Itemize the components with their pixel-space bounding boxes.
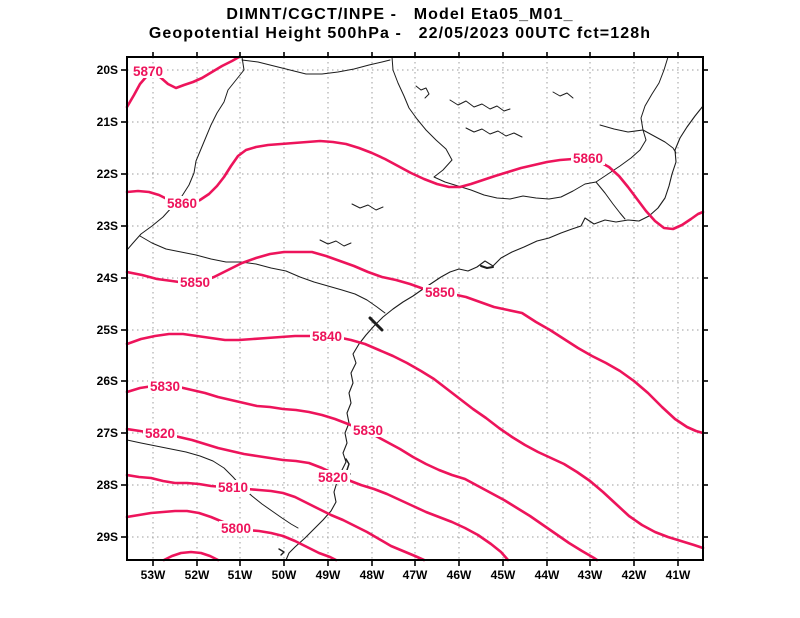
- contour-label-5870: 5870: [133, 64, 163, 79]
- contour-label-5850: 5850: [425, 285, 455, 300]
- contour-label-5800: 5800: [221, 521, 251, 536]
- lake-small-top: [415, 85, 430, 99]
- y-axis-label: 28S: [97, 478, 118, 492]
- lake-mg-east: [552, 91, 574, 99]
- coastline: [285, 105, 704, 561]
- x-axis-label: 48W: [360, 568, 385, 582]
- rio-grande-border: [241, 59, 391, 75]
- y-axis-label: 22S: [97, 167, 118, 181]
- title-line-2: Geopotential Height 500hPa - 22/05/2023 …: [148, 25, 652, 42]
- y-axis-label: 29S: [97, 530, 118, 544]
- contour-label-bg-5850: [178, 275, 212, 289]
- lake-sp-2: [319, 239, 352, 247]
- contour-label-bg-5820: [316, 470, 350, 484]
- laguna-blob: [278, 548, 285, 556]
- mg-sp-rj-border: [391, 56, 647, 200]
- contour-label-5830: 5830: [150, 379, 180, 394]
- x-axis-label: 53W: [141, 568, 166, 582]
- contour-label-5810: 5810: [218, 480, 248, 495]
- contour-label-bg-5800: [219, 521, 253, 535]
- x-axis-label: 42W: [622, 568, 647, 582]
- y-axis-label: 20S: [97, 63, 118, 77]
- y-axis-label: 27S: [97, 426, 118, 440]
- contour-label-5850: 5850: [180, 275, 210, 290]
- contour-label-bg-5850: [423, 285, 457, 299]
- contour-line-5820: [125, 427, 510, 562]
- y-axis-label: 23S: [97, 219, 118, 233]
- contour-label-5860: 5860: [167, 196, 197, 211]
- contour-label-5830: 5830: [353, 423, 383, 438]
- x-axis-label: 43W: [578, 568, 603, 582]
- x-axis-label: 45W: [491, 568, 516, 582]
- contour-label-bg-5870: [131, 64, 165, 78]
- y-axis-label: 26S: [97, 374, 118, 388]
- mg-border-east: [599, 124, 677, 154]
- paranapanema-border: [139, 235, 386, 314]
- ilha-sao-sebastiao: [480, 265, 494, 269]
- contour-line-5840: [125, 332, 705, 550]
- contour-label-bg-5860: [571, 151, 605, 165]
- contour-label-5840: 5840: [312, 329, 342, 344]
- x-axis-label: 46W: [447, 568, 472, 582]
- pr-sc-border: [126, 439, 299, 529]
- contour-label-5820: 5820: [318, 470, 348, 485]
- contour-label-bg-5820: [143, 426, 177, 440]
- lake-furnas-north: [449, 99, 511, 112]
- parana-river-border: [126, 56, 245, 251]
- x-axis-label: 47W: [403, 568, 428, 582]
- plot-title-block: DIMNT/CGCT/INPE - Model Eta05_M01_ Geopo…: [0, 5, 800, 43]
- ilha-comprida: [368, 316, 384, 332]
- contour-label-5860: 5860: [573, 151, 603, 166]
- contour-line-5790: [162, 550, 220, 562]
- x-axis-label: 44W: [535, 568, 560, 582]
- x-axis-label: 49W: [316, 568, 341, 582]
- mg-es-border: [640, 56, 669, 131]
- y-axis-label: 24S: [97, 271, 118, 285]
- rj-es-border: [595, 181, 626, 220]
- contour-label-5820: 5820: [145, 426, 175, 441]
- y-axis-label: 25S: [97, 323, 118, 337]
- lake-sp-1: [351, 203, 384, 211]
- lake-furnas-south: [465, 127, 523, 138]
- x-axis-label: 52W: [185, 568, 210, 582]
- x-axis-label: 41W: [666, 568, 691, 582]
- contour-line-5870: [125, 55, 241, 109]
- contour-label-bg-5830: [351, 423, 385, 437]
- contour-line-5810: [125, 473, 426, 562]
- contour-label-bg-5840: [310, 329, 344, 343]
- title-line-1: DIMNT/CGCT/INPE - Model Eta05_M01_: [226, 6, 574, 23]
- contour-label-bg-5830: [148, 379, 182, 393]
- y-axis-label: 21S: [97, 115, 118, 129]
- x-axis-label: 50W: [272, 568, 297, 582]
- contour-line-5860: [125, 139, 705, 231]
- x-axis-label: 51W: [228, 568, 253, 582]
- contour-label-bg-5810: [216, 480, 250, 494]
- contour-label-bg-5860: [165, 196, 199, 210]
